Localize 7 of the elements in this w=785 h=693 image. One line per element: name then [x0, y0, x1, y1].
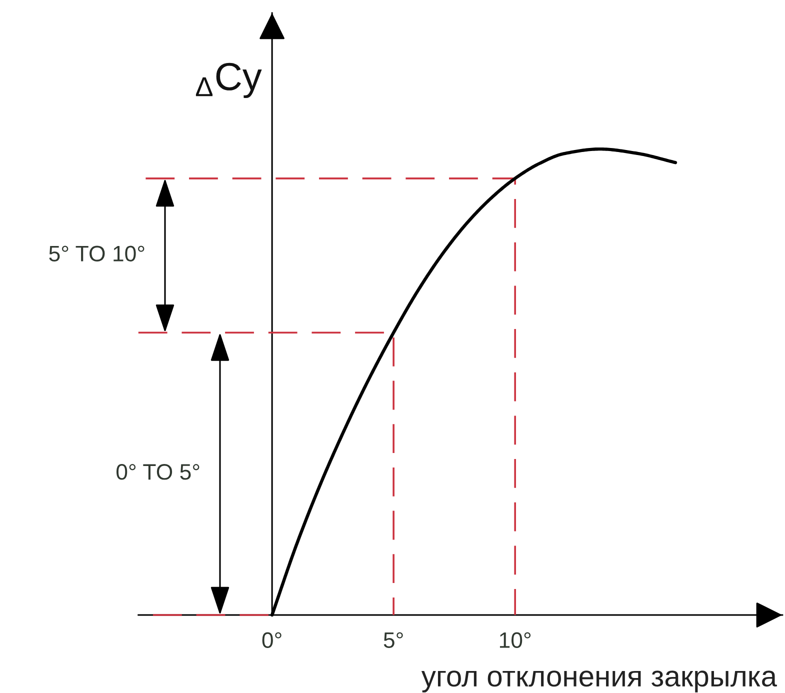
y-axis-title: $_{Δ}$Cy [196, 62, 262, 98]
x-tick-label: 5° [384, 632, 403, 648]
x-axis-title: угол отклонения закрылка [421, 670, 778, 692]
annotation: 0° TO 5° [116, 464, 200, 480]
x-tick-label: 10° [500, 632, 531, 648]
x-tick-label: 0° [262, 632, 282, 648]
annotation: 5° TO 10° [49, 246, 144, 262]
